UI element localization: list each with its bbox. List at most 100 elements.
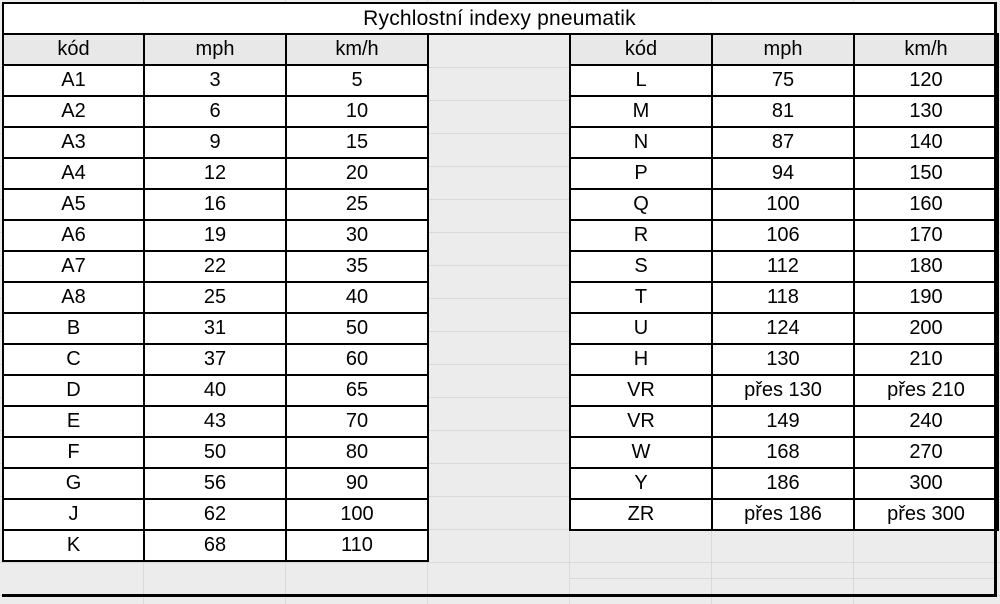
cell-code: H — [569, 343, 713, 376]
cell-code: A6 — [2, 219, 145, 252]
cell-kmh: 130 — [853, 95, 999, 128]
cell-code: A2 — [2, 95, 145, 128]
cell-kmh: 80 — [285, 436, 429, 469]
table-row: M 81 130 — [569, 95, 999, 128]
header-row: kód mph km/h — [2, 33, 429, 66]
page-title: Rychlostní indexy pneumatik — [363, 6, 636, 30]
table-row: W 168 270 — [569, 436, 999, 469]
cell-kmh: 150 — [853, 157, 999, 190]
table-row: Q 100 160 — [569, 188, 999, 221]
cell-code: W — [569, 436, 713, 469]
cell-code: M — [569, 95, 713, 128]
cell-code: B — [2, 312, 145, 345]
cell-kmh: 20 — [285, 157, 429, 190]
cell-mph: 22 — [143, 250, 287, 283]
cell-code: G — [2, 467, 145, 500]
table-row: A4 12 20 — [2, 157, 429, 190]
cell-kmh: 140 — [853, 126, 999, 159]
cell-kmh: 270 — [853, 436, 999, 469]
cell-mph: 12 — [143, 157, 287, 190]
cell-code: A4 — [2, 157, 145, 190]
cell-mph: 43 — [143, 405, 287, 438]
table-row: F 50 80 — [2, 436, 429, 469]
cell-code: A1 — [2, 64, 145, 97]
cell-code: S — [569, 250, 713, 283]
speed-index-table-left: kód mph km/h A1 3 5 A2 6 10 — [2, 33, 429, 562]
table-row: N 87 140 — [569, 126, 999, 159]
cell-code: A7 — [2, 250, 145, 283]
cell-mph: 37 — [143, 343, 287, 376]
cell-kmh: 240 — [853, 405, 999, 438]
cell-kmh: 35 — [285, 250, 429, 283]
cell-mph: 118 — [711, 281, 855, 314]
column-header-mph: mph — [711, 33, 855, 66]
cell-code: K — [2, 529, 145, 562]
cell-mph: 16 — [143, 188, 287, 221]
table-outer-border-right — [994, 2, 997, 597]
table-row: U 124 200 — [569, 312, 999, 345]
cell-mph: 31 — [143, 312, 287, 345]
cell-code: N — [569, 126, 713, 159]
cell-kmh: 30 — [285, 219, 429, 252]
cell-kmh: 210 — [853, 343, 999, 376]
cell-mph: 100 — [711, 188, 855, 221]
table-row: A8 25 40 — [2, 281, 429, 314]
cell-kmh: 25 — [285, 188, 429, 221]
cell-kmh: 90 — [285, 467, 429, 500]
table-row: K 68 110 — [2, 529, 429, 562]
cell-kmh: 40 — [285, 281, 429, 314]
table-row: D 40 65 — [2, 374, 429, 407]
column-header-kmh: km/h — [285, 33, 429, 66]
background-horizontal-gridline — [569, 578, 996, 579]
cell-mph: 112 — [711, 250, 855, 283]
cell-kmh: 65 — [285, 374, 429, 407]
table-row: B 31 50 — [2, 312, 429, 345]
column-header-mph: mph — [143, 33, 287, 66]
table-row: Y 186 300 — [569, 467, 999, 500]
cell-kmh: 15 — [285, 126, 429, 159]
cell-kmh: 50 — [285, 312, 429, 345]
table-row: J 62 100 — [2, 498, 429, 531]
table-row: T 118 190 — [569, 281, 999, 314]
cell-code: U — [569, 312, 713, 345]
cell-code: A3 — [2, 126, 145, 159]
table-row: A6 19 30 — [2, 219, 429, 252]
column-header-code: kód — [2, 33, 145, 66]
cell-code: R — [569, 219, 713, 252]
table-row: VR 149 240 — [569, 405, 999, 438]
cell-code: J — [2, 498, 145, 531]
table-row: R 106 170 — [569, 219, 999, 252]
cell-mph: 130 — [711, 343, 855, 376]
cell-mph: 62 — [143, 498, 287, 531]
table-row: A3 9 15 — [2, 126, 429, 159]
cell-mph: 186 — [711, 467, 855, 500]
table-row: A2 6 10 — [2, 95, 429, 128]
cell-mph: 25 — [143, 281, 287, 314]
cell-code: VR — [569, 405, 713, 438]
table-row: E 43 70 — [2, 405, 429, 438]
cell-code: ZR — [569, 498, 713, 531]
table-title-bar: Rychlostní indexy pneumatik — [2, 2, 997, 35]
cell-kmh: 180 — [853, 250, 999, 283]
table-row: A5 16 25 — [2, 188, 429, 221]
table-row: A1 3 5 — [2, 64, 429, 97]
column-header-kmh: km/h — [853, 33, 999, 66]
cell-mph: 75 — [711, 64, 855, 97]
cell-mph: 68 — [143, 529, 287, 562]
cell-mph: 94 — [711, 157, 855, 190]
cell-code: P — [569, 157, 713, 190]
cell-mph: 6 — [143, 95, 287, 128]
table-row: VR přes 130 přes 210 — [569, 374, 999, 407]
table-row: S 112 180 — [569, 250, 999, 283]
cell-kmh: 200 — [853, 312, 999, 345]
table-row: C 37 60 — [2, 343, 429, 376]
table-outer-border-bottom — [2, 594, 997, 597]
cell-code: A8 — [2, 281, 145, 314]
cell-code: F — [2, 436, 145, 469]
cell-mph: 40 — [143, 374, 287, 407]
cell-kmh: přes 210 — [853, 374, 999, 407]
cell-code: D — [2, 374, 145, 407]
cell-mph: 3 — [143, 64, 287, 97]
cell-kmh: 160 — [853, 188, 999, 221]
